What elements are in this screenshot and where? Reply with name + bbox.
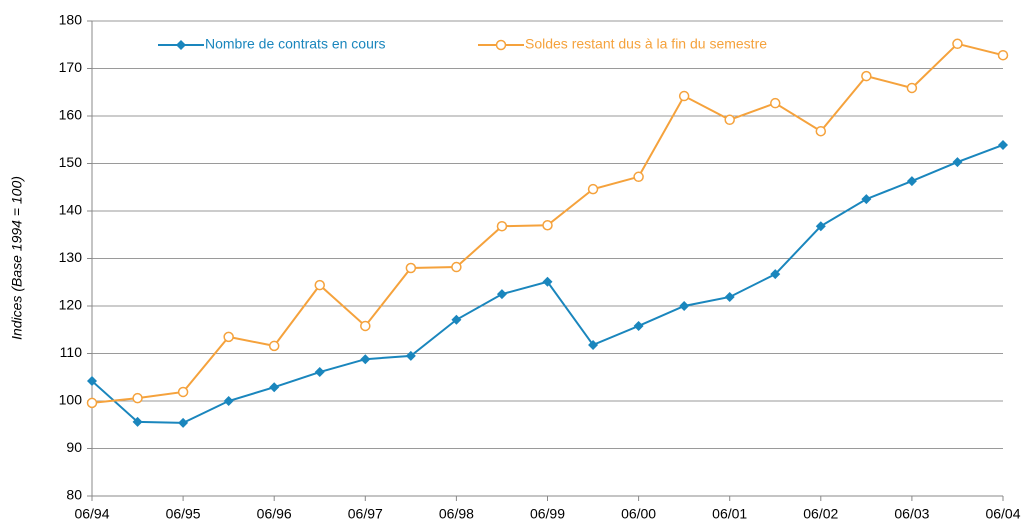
point — [542, 220, 553, 231]
y-axis-label: Indices (Base 1994 = 100) — [9, 176, 25, 340]
y-tick-label: 130 — [59, 249, 83, 265]
point — [906, 176, 917, 187]
point — [223, 396, 234, 406]
x-tick-label: 06/04 — [985, 506, 1020, 522]
point — [405, 262, 417, 274]
point — [815, 221, 826, 232]
point — [360, 320, 371, 332]
point — [360, 354, 371, 365]
x-tick-label: 06/01 — [712, 506, 747, 522]
point — [496, 289, 507, 300]
x-tick-label: 06/02 — [803, 506, 838, 522]
point — [906, 82, 918, 94]
point — [451, 261, 462, 273]
point — [269, 382, 280, 393]
point — [268, 340, 280, 352]
y-tick-label: 180 — [59, 12, 83, 28]
point — [132, 416, 143, 427]
x-tick-label: 06/00 — [621, 506, 656, 522]
x-tick-label: 06/94 — [74, 506, 109, 522]
point — [587, 183, 599, 195]
point — [997, 49, 1009, 61]
x-tick-label: 06/95 — [166, 506, 201, 522]
point — [998, 139, 1008, 150]
point — [861, 194, 872, 205]
point — [314, 367, 325, 378]
point — [223, 331, 234, 343]
point — [633, 320, 644, 331]
y-tick-label: 80 — [66, 487, 82, 503]
y-tick-label: 90 — [66, 439, 82, 455]
point — [177, 386, 189, 398]
point — [87, 376, 97, 387]
y-tick-label: 160 — [59, 107, 83, 123]
y-tick-label: 110 — [60, 344, 83, 360]
point — [178, 417, 189, 428]
point — [633, 171, 644, 183]
point — [815, 125, 827, 137]
point — [132, 392, 143, 404]
legend-marker — [176, 40, 186, 50]
point — [861, 70, 872, 82]
y-tick-label: 150 — [59, 154, 83, 170]
x-tick-label: 06/99 — [530, 506, 565, 522]
x-tick-label: 06/96 — [257, 506, 292, 522]
point — [451, 314, 462, 325]
point — [496, 220, 508, 232]
x-tick-label: 06/97 — [348, 506, 383, 522]
point — [770, 269, 781, 280]
x-tick-label: 06/98 — [439, 506, 474, 522]
point — [405, 350, 416, 361]
point — [86, 397, 98, 409]
y-tick-label: 140 — [59, 202, 83, 218]
point — [770, 97, 781, 109]
point — [724, 291, 735, 302]
legend-label: Soldes restant dus à la fin du semestre — [525, 36, 767, 52]
y-tick-label: 120 — [59, 297, 83, 313]
point — [724, 114, 735, 126]
point — [542, 276, 553, 287]
legend-marker — [495, 39, 507, 51]
point — [678, 90, 690, 102]
legend-label: Nombre de contrats en cours — [205, 36, 386, 52]
point — [679, 301, 690, 311]
x-tick-label: 06/03 — [894, 506, 929, 522]
point — [952, 38, 963, 50]
y-tick-label: 170 — [59, 59, 83, 75]
y-tick-label: 100 — [59, 392, 83, 408]
point — [952, 157, 963, 168]
point — [588, 339, 599, 350]
point — [314, 279, 325, 291]
